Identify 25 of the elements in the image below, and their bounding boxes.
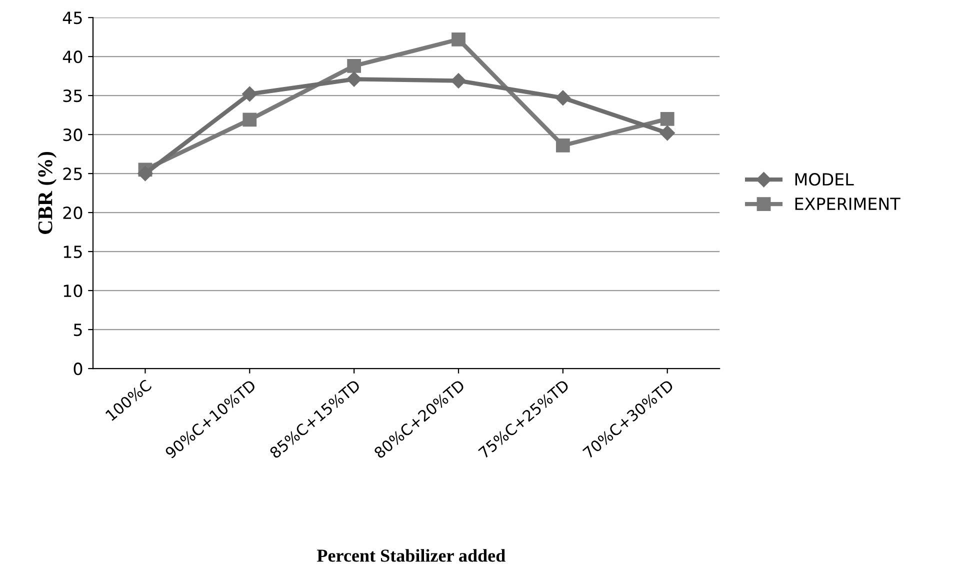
y-tick-label: 20 — [63, 206, 82, 220]
y-tick-label: 30 — [63, 128, 82, 142]
point — [346, 72, 362, 87]
point — [242, 86, 258, 102]
y-tick-label: 0 — [74, 362, 82, 376]
x-axis-title: Percent Stabilizer added — [317, 549, 506, 562]
y-axis-title: CBR (%) — [38, 152, 57, 234]
point — [660, 112, 674, 126]
point — [242, 112, 257, 127]
point — [138, 166, 153, 182]
y-tick-label: 35 — [63, 90, 82, 102]
legend-label: MODEL — [795, 173, 854, 186]
y-tick-label: 40 — [62, 50, 82, 64]
legend-label: EXPERIMENT — [795, 198, 900, 210]
point — [450, 73, 466, 88]
y-tick-label: 45 — [62, 12, 82, 24]
point — [556, 138, 570, 152]
point — [555, 90, 570, 106]
y-tick-label: 5 — [74, 324, 82, 336]
point — [660, 125, 675, 141]
y-tick-label: 25 — [63, 168, 82, 180]
y-tick-label: 15 — [64, 246, 82, 258]
y-tick-label: 10 — [64, 284, 82, 298]
point — [347, 58, 362, 73]
point — [452, 32, 466, 46]
